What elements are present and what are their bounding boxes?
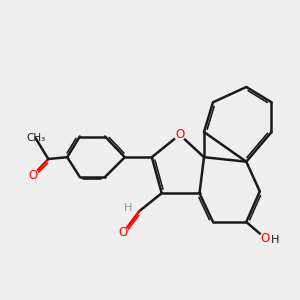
Circle shape xyxy=(118,227,128,238)
Text: O: O xyxy=(175,128,184,141)
Circle shape xyxy=(174,129,185,140)
Text: H: H xyxy=(271,235,280,245)
Text: O: O xyxy=(28,169,38,182)
Text: H: H xyxy=(124,202,133,213)
Circle shape xyxy=(28,170,38,181)
Text: O: O xyxy=(261,232,270,245)
Text: O: O xyxy=(118,226,127,239)
Text: CH₃: CH₃ xyxy=(26,133,45,143)
Circle shape xyxy=(260,233,271,244)
